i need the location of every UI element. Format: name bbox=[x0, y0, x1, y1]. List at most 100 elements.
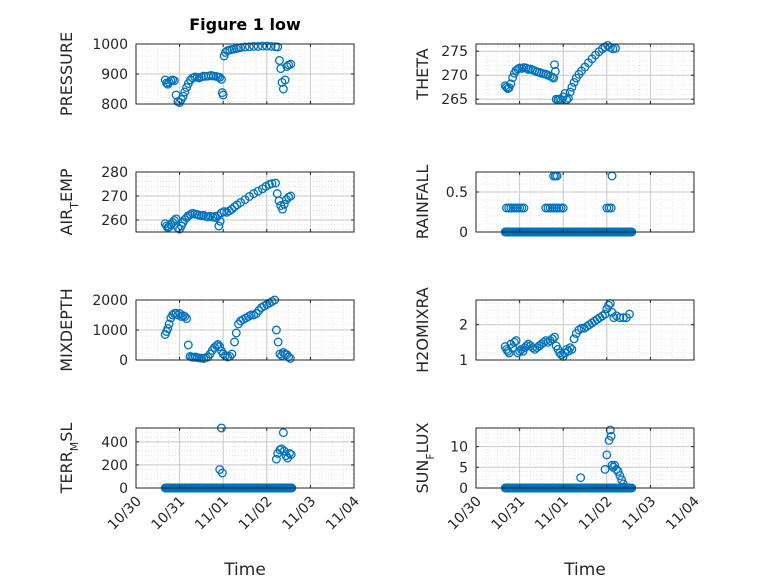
data-point bbox=[279, 446, 289, 456]
data-point bbox=[215, 216, 225, 226]
data-point bbox=[257, 41, 267, 51]
y-axis-label: RAINFALL bbox=[413, 165, 432, 240]
data-point bbox=[273, 337, 283, 347]
data-point bbox=[278, 84, 288, 94]
axes-box bbox=[135, 427, 355, 489]
data-point bbox=[273, 42, 283, 52]
data-point bbox=[286, 450, 296, 459]
data-point bbox=[563, 93, 573, 103]
data-point bbox=[182, 314, 192, 324]
data-point bbox=[266, 41, 276, 51]
y-axis-label: TERRMSL bbox=[57, 423, 81, 495]
data-point bbox=[230, 202, 239, 212]
data-point bbox=[220, 351, 230, 360]
axes-box bbox=[475, 171, 695, 233]
data-point bbox=[565, 87, 575, 97]
y-tick-label: 280 bbox=[101, 165, 128, 181]
tick-marks bbox=[475, 428, 695, 489]
data-point bbox=[597, 311, 607, 321]
y-axis-label-part: AIR bbox=[57, 209, 76, 236]
data-point bbox=[210, 211, 219, 221]
series-markers bbox=[160, 295, 295, 363]
series-markers bbox=[500, 40, 620, 105]
data-point bbox=[541, 336, 551, 346]
data-point bbox=[280, 75, 290, 85]
data-point bbox=[569, 334, 579, 344]
y-tick-label: 0.5 bbox=[446, 185, 468, 201]
data-point bbox=[249, 189, 259, 199]
data-point bbox=[574, 325, 584, 335]
data-point bbox=[577, 323, 586, 333]
data-point bbox=[254, 306, 264, 315]
data-point bbox=[278, 428, 288, 438]
y-tick-label: 275 bbox=[441, 44, 468, 60]
data-point bbox=[163, 223, 173, 233]
data-point bbox=[611, 43, 620, 53]
y-axis-label: MIXDEPTH bbox=[57, 288, 76, 371]
data-point bbox=[286, 191, 296, 201]
data-point bbox=[244, 42, 254, 52]
subplot-rainfall: 0 0.5 RAINFALL bbox=[413, 165, 695, 241]
data-point bbox=[615, 313, 625, 323]
data-point bbox=[180, 312, 190, 321]
y-axis-label: THETA bbox=[413, 48, 432, 100]
data-point bbox=[550, 60, 559, 70]
data-point bbox=[171, 214, 181, 224]
subplot-h2omixra: 1 2 H2OMIXRA bbox=[413, 287, 695, 373]
data-point bbox=[539, 337, 549, 347]
subplot-theta: 265 270 275 THETA bbox=[413, 40, 695, 108]
data-point bbox=[236, 198, 246, 207]
x-axis-label: Time bbox=[563, 560, 606, 580]
y-axis-label: AIRTEMP bbox=[57, 168, 81, 235]
data-point bbox=[214, 221, 224, 231]
y-axis-label-subscript: M bbox=[68, 442, 81, 452]
data-point bbox=[576, 473, 586, 483]
subplot-pressure: 800 900 1000 PRESSURE bbox=[57, 32, 355, 116]
axes-box bbox=[475, 299, 695, 361]
series-markers bbox=[500, 299, 634, 361]
data-point bbox=[164, 319, 174, 329]
minor-grid bbox=[476, 172, 694, 233]
data-point bbox=[231, 328, 241, 338]
y-axis-label: H2OMIXRA bbox=[413, 287, 432, 373]
data-point bbox=[550, 332, 559, 342]
tick-marks bbox=[135, 299, 355, 361]
tick-marks bbox=[475, 44, 695, 104]
y-axis-label-part: SL bbox=[57, 423, 76, 442]
data-point bbox=[565, 343, 575, 353]
y-tick-label: 0 bbox=[119, 353, 128, 369]
data-point bbox=[606, 431, 616, 441]
axes-box bbox=[475, 43, 695, 105]
y-tick-label: 10 bbox=[450, 440, 468, 456]
y-tick-label: 2000 bbox=[92, 293, 128, 309]
y-tick-label: 1 bbox=[459, 353, 468, 369]
data-point bbox=[217, 74, 226, 84]
data-point bbox=[274, 56, 284, 65]
data-point bbox=[511, 336, 521, 346]
data-point bbox=[285, 448, 294, 458]
y-tick-label: 200 bbox=[101, 458, 128, 474]
data-point bbox=[267, 179, 277, 188]
y-axis-label: SUNFLUX bbox=[413, 422, 437, 493]
data-point bbox=[253, 41, 263, 51]
data-point bbox=[569, 77, 579, 87]
data-point bbox=[550, 66, 560, 76]
minor-grid bbox=[476, 428, 694, 489]
tick-marks bbox=[135, 171, 355, 232]
data-point bbox=[271, 325, 281, 335]
data-point bbox=[509, 337, 519, 347]
data-point bbox=[183, 340, 193, 350]
figure-title: Figure 1 low bbox=[189, 15, 301, 34]
y-tick-label: 800 bbox=[101, 97, 128, 113]
series-markers bbox=[160, 41, 296, 107]
minor-grid bbox=[476, 44, 694, 105]
y-tick-label: 0 bbox=[459, 225, 468, 241]
data-point bbox=[227, 204, 237, 214]
data-point bbox=[275, 445, 285, 455]
data-point bbox=[508, 343, 518, 353]
data-point bbox=[218, 90, 228, 100]
data-point bbox=[619, 482, 629, 492]
data-point bbox=[625, 309, 634, 319]
data-point bbox=[262, 41, 272, 51]
